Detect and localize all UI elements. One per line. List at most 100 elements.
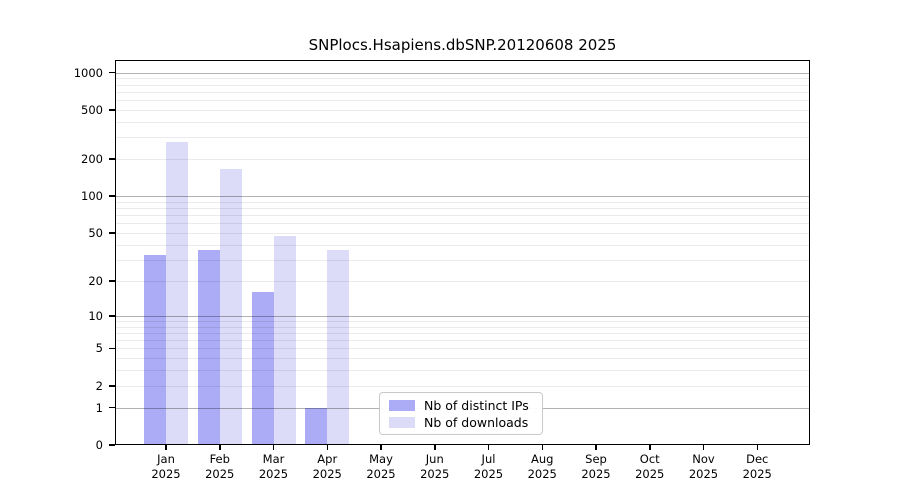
x-tick-label: May 2025 (354, 452, 408, 482)
x-tick-year: 2025 (527, 467, 557, 481)
x-tick-mark (165, 445, 167, 450)
y-tick-label: 50 (88, 226, 103, 241)
bar-jan-downloads (166, 142, 188, 445)
y-tick-label: 1000 (73, 65, 103, 80)
y-tick-label: 2 (95, 378, 103, 393)
x-tick-month: May (369, 452, 393, 466)
y-tick-mark (109, 232, 115, 234)
x-tick-mark (380, 445, 382, 450)
x-tick-label: Mar 2025 (247, 452, 301, 482)
legend-label: Nb of distinct IPs (424, 398, 529, 413)
bar-mar-distinct-ips (251, 292, 274, 445)
minor-gridline (115, 370, 810, 372)
minor-gridline (115, 280, 810, 282)
x-tick-year: 2025 (420, 467, 450, 481)
bars-layer (115, 60, 810, 445)
axes-spines (115, 60, 810, 445)
minor-gridline (115, 332, 810, 334)
y-tick-mark (109, 406, 115, 409)
major-gridline (115, 315, 810, 317)
legend-swatch-downloads (389, 417, 415, 428)
x-tick-month: Aug (531, 452, 554, 466)
x-tick-mark (541, 445, 543, 450)
x-tick-month: Jun (425, 452, 444, 466)
y-tick-mark (109, 444, 115, 446)
x-tick-label: Oct 2025 (623, 452, 677, 482)
minor-gridline (115, 201, 810, 203)
y-tick-mark (109, 385, 115, 387)
x-tick-month: Oct (639, 452, 660, 466)
x-tick-mark (434, 445, 436, 450)
major-gridline (115, 196, 810, 198)
minor-gridline (115, 348, 810, 350)
y-tick-label: 200 (81, 152, 103, 167)
plot-area: Nb of distinct IPs Nb of downloads (115, 60, 810, 445)
bar-apr-downloads (327, 250, 350, 445)
bar-jan-distinct-ips (144, 254, 166, 445)
x-tick-month: Nov (692, 452, 715, 466)
x-tick-mark (702, 445, 705, 450)
x-tick-year: 2025 (312, 467, 342, 481)
x-tick-mark (756, 445, 758, 450)
legend-item: Nb of distinct IPs (380, 397, 542, 414)
y-tick-mark (109, 158, 115, 160)
x-tick-year: 2025 (635, 467, 665, 481)
y-tick-mark (109, 195, 115, 197)
x-tick-label: Jan 2025 (139, 452, 193, 482)
minor-gridline (115, 159, 810, 161)
x-tick-month: Jan (157, 452, 175, 466)
y-tick-label: 20 (88, 273, 103, 288)
minor-gridline (115, 137, 810, 139)
legend-swatch-distinct-ips (389, 400, 415, 411)
x-tick-month: Mar (262, 452, 285, 466)
x-tick-label: Feb 2025 (193, 452, 247, 482)
x-tick-label: Jul 2025 (462, 452, 516, 482)
minor-gridline (115, 340, 810, 342)
x-tick-month: Apr (317, 452, 338, 466)
y-tick-label: 100 (81, 189, 103, 204)
y-tick-label: 0 (95, 438, 103, 452)
minor-gridline (115, 385, 810, 387)
y-tick-mark (109, 347, 115, 350)
minor-gridline (115, 121, 810, 123)
minor-gridline (115, 78, 810, 80)
x-tick-year: 2025 (366, 467, 396, 481)
bar-apr-distinct-ips (305, 407, 328, 445)
x-tick-label: Jun 2025 (408, 452, 462, 482)
x-tick-year: 2025 (581, 467, 611, 481)
minor-gridline (115, 358, 810, 360)
minor-gridline (115, 320, 810, 322)
minor-gridline (115, 259, 810, 261)
y-tick-mark (109, 280, 115, 282)
x-tick-label: Nov 2025 (677, 452, 731, 482)
x-tick-mark (649, 445, 651, 450)
y-tick-label: 5 (95, 341, 103, 356)
minor-gridline (115, 100, 810, 102)
bar-feb-distinct-ips (197, 250, 220, 445)
x-tick-month: Feb (209, 452, 230, 466)
y-tick-mark (109, 315, 115, 317)
legend-item: Nb of downloads (380, 414, 542, 431)
minor-gridline (115, 215, 810, 217)
x-axis: Jan 2025 Feb 2025 Mar 2025 Apr 2025 May 2025 Jun 20… (115, 445, 810, 500)
minor-gridline (115, 109, 810, 111)
y-tick-label: 1 (95, 400, 103, 415)
x-tick-year: 2025 (205, 467, 235, 481)
y-tick-mark (109, 71, 115, 74)
x-tick-label: Apr 2025 (300, 452, 354, 482)
x-tick-mark (487, 445, 490, 450)
x-tick-year: 2025 (688, 467, 719, 481)
minor-gridline (115, 223, 810, 225)
y-tick-mark (109, 109, 115, 111)
minor-gridline (115, 326, 810, 328)
minor-gridline (115, 244, 810, 246)
y-axis: 0 1 2 5 10 20 50 100 200 500 1000 (0, 60, 115, 452)
minor-gridline (115, 233, 810, 235)
x-tick-month: Jul (481, 452, 496, 466)
legend: Nb of distinct IPs Nb of downloads (379, 392, 543, 435)
y-tick-label: 500 (81, 102, 103, 117)
x-tick-label: Sep 2025 (569, 452, 623, 482)
major-gridline (115, 72, 810, 74)
x-tick-mark (219, 445, 221, 450)
